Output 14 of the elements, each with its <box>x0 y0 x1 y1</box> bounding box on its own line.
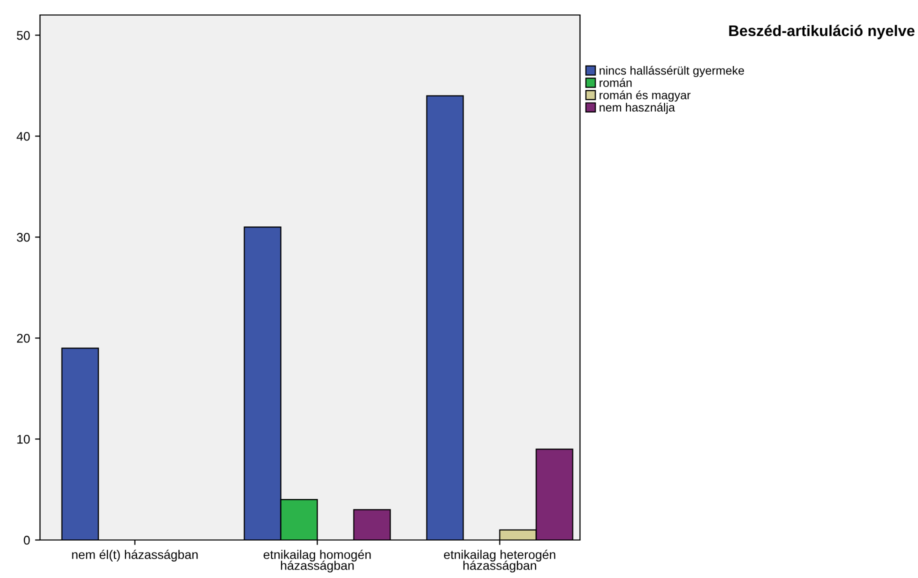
x-tick-label: nem él(t) házasságban <box>72 550 198 562</box>
y-tick-label: 0 <box>24 536 30 545</box>
legend-label: nincs hallássérült gyermeke <box>600 66 744 78</box>
legend-title: Beszéd-artikuláció nyelve <box>729 24 914 40</box>
legend-label: nem használja <box>600 102 676 114</box>
y-tick-label: 50 <box>16 30 30 40</box>
y-tick-label: 10 <box>17 434 30 444</box>
legend-label: román és magyar <box>600 90 691 102</box>
y-tick-label: 30 <box>16 232 30 242</box>
y-tick-label: 20 <box>17 334 30 343</box>
y-tick-label: 40 <box>16 132 30 141</box>
x-tick-label: etnikailag homogén házasságban <box>264 550 371 572</box>
legend-label: román <box>600 78 632 87</box>
x-tick-label: etnikailag heterogén házasságban <box>444 550 556 572</box>
